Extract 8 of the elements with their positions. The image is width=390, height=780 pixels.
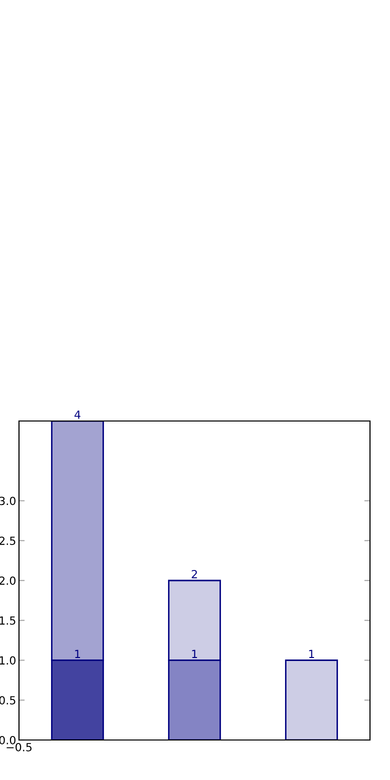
data-label: 1	[75, 650, 80, 658]
y-tick-label: 1.0	[0, 656, 16, 665]
total-label: 1	[309, 650, 314, 658]
y-tick-label: 1.5	[0, 616, 16, 625]
total-label: 4	[74, 410, 80, 419]
data-label: 1	[192, 650, 198, 658]
total-label: 2	[192, 570, 197, 578]
text: −0.5	[6, 742, 32, 752]
